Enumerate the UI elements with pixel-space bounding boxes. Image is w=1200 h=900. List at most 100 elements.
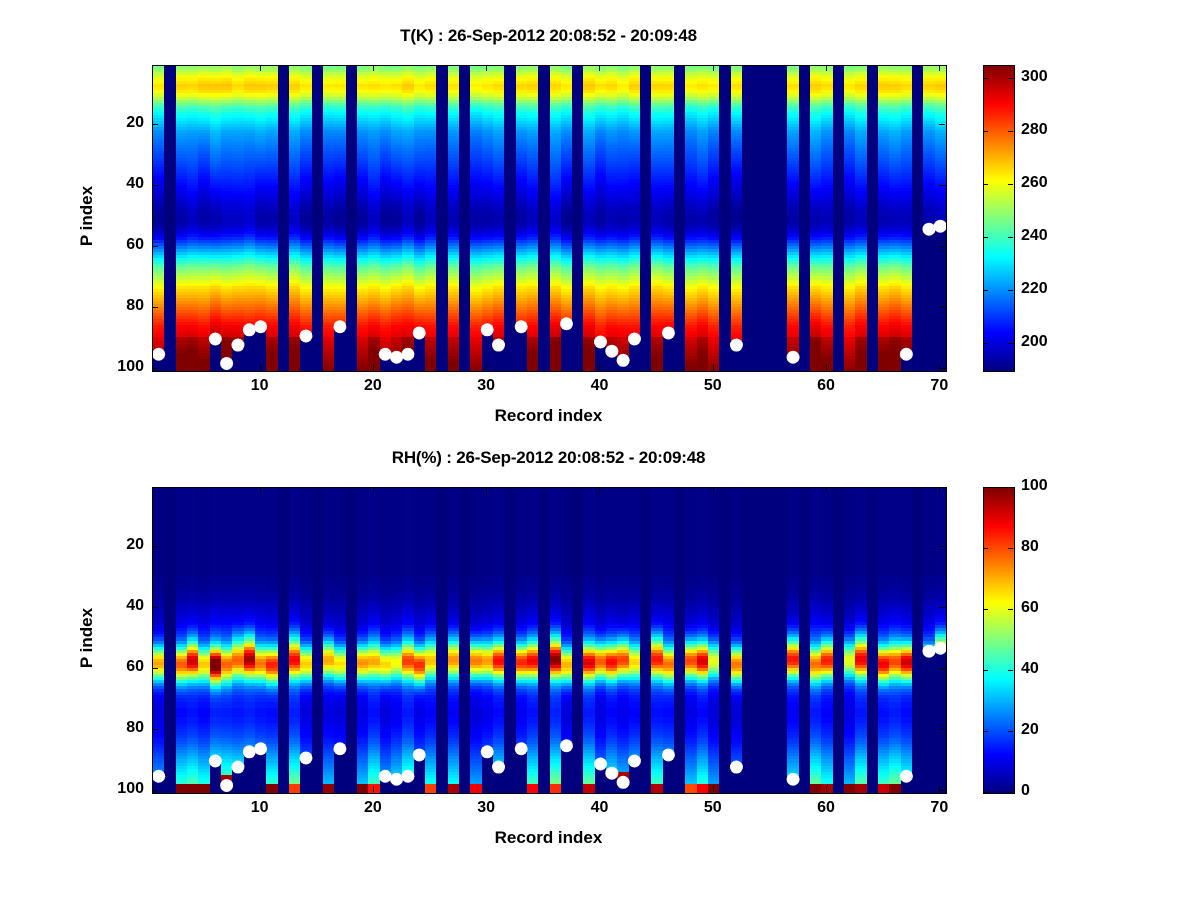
y-tick-mark <box>939 307 945 309</box>
x-tick-label: 50 <box>703 377 722 394</box>
colorbar-tick-mark <box>1008 731 1013 732</box>
x-tick-mark <box>712 786 714 792</box>
x-tick-label: 60 <box>817 377 835 394</box>
colorbar-tick-mark <box>1008 131 1013 133</box>
x-tick-label: 20 <box>364 799 382 816</box>
colorbar-tick-label: 240 <box>1021 227 1048 245</box>
temperature-y-axis-label: P index <box>77 185 96 246</box>
y-tick-mark <box>152 668 158 670</box>
x-tick-mark <box>826 364 828 370</box>
x-tick-mark <box>599 786 601 792</box>
x-tick-label: 40 <box>590 799 609 816</box>
humidity-plot-title: RH(%) : 26-Sep-2012 20:08:52 - 20:09:48 <box>391 448 706 467</box>
colorbar-tick-mark <box>1008 78 1013 80</box>
y-tick-label: 80 <box>126 719 144 737</box>
x-tick-mark <box>599 65 601 71</box>
y-tick-label: 80 <box>126 297 144 315</box>
x-tick-mark <box>486 65 488 71</box>
y-tick-mark <box>152 368 158 370</box>
temperature-colorbar[interactable] <box>983 65 1015 372</box>
temperature-panel: T(K) : 26-Sep-2012 20:08:52 - 20:09:48 P… <box>77 26 1048 425</box>
x-tick-label: 60 <box>817 799 835 816</box>
x-tick-mark <box>826 487 828 493</box>
x-tick-mark <box>372 487 374 493</box>
y-tick-label: 40 <box>126 175 144 193</box>
x-tick-mark <box>599 487 601 493</box>
x-tick-label: 70 <box>930 377 949 394</box>
x-tick-label: 20 <box>364 377 382 394</box>
colorbar-tick-mark <box>983 731 988 732</box>
x-tick-mark <box>826 786 828 792</box>
y-tick-mark <box>939 607 945 609</box>
x-tick-mark <box>372 786 374 792</box>
colorbar-tick-label: 80 <box>1021 538 1039 555</box>
temperature-axes[interactable] <box>152 65 947 372</box>
y-tick-mark <box>939 668 945 670</box>
x-tick-mark <box>939 786 941 792</box>
x-tick-mark <box>939 65 941 71</box>
y-tick-mark <box>939 124 945 126</box>
y-tick-label: 60 <box>126 658 144 676</box>
colorbar-tick-mark <box>983 609 988 610</box>
colorbar-tick-mark <box>1008 184 1013 186</box>
y-tick-mark <box>939 246 945 248</box>
y-tick-mark <box>939 729 945 731</box>
y-tick-mark <box>152 546 158 548</box>
x-tick-mark <box>599 364 601 370</box>
x-tick-mark <box>486 786 488 792</box>
temperature-x-axis-label: Record index <box>494 406 603 425</box>
x-tick-mark <box>939 487 941 493</box>
colorbar-tick-label: 200 <box>1021 333 1048 351</box>
y-tick-label: 20 <box>126 536 144 554</box>
colorbar-tick-label: 60 <box>1021 599 1039 616</box>
colorbar-tick-mark <box>1008 670 1013 671</box>
x-tick-label: 10 <box>250 799 269 816</box>
x-tick-mark <box>712 364 714 370</box>
y-tick-mark <box>152 185 158 187</box>
temperature-heatmap[interactable] <box>153 66 946 371</box>
colorbar-tick-mark <box>1008 548 1013 549</box>
y-tick-label: 60 <box>126 236 144 254</box>
colorbar-tick-label: 300 <box>1021 68 1048 86</box>
y-tick-mark <box>152 607 158 609</box>
y-tick-mark <box>152 790 158 792</box>
x-tick-label: 40 <box>590 377 609 394</box>
humidity-colorbar[interactable] <box>983 487 1015 794</box>
colorbar-tick-label: 0 <box>1021 782 1030 799</box>
y-tick-mark <box>152 246 158 248</box>
humidity-heatmap[interactable] <box>153 488 946 793</box>
y-tick-mark <box>939 790 945 792</box>
y-tick-label: 20 <box>126 114 144 132</box>
colorbar-tick-mark <box>1008 343 1013 345</box>
x-tick-mark <box>486 487 488 493</box>
x-tick-mark <box>372 364 374 370</box>
colorbar-tick-label: 20 <box>1021 721 1039 738</box>
humidity-axes[interactable] <box>152 487 947 794</box>
humidity-y-axis-label: P index <box>77 607 96 668</box>
colorbar-tick-mark <box>983 487 988 488</box>
humidity-colorbar-gradient <box>984 488 1014 793</box>
x-tick-mark <box>712 487 714 493</box>
colorbar-tick-mark <box>983 131 988 133</box>
colorbar-tick-mark <box>983 237 988 239</box>
x-tick-mark <box>259 65 261 71</box>
x-tick-label: 10 <box>250 377 269 394</box>
humidity-x-axis-label: Record index <box>494 828 603 847</box>
temperature-plot-title: T(K) : 26-Sep-2012 20:08:52 - 20:09:48 <box>400 26 697 45</box>
x-tick-mark <box>372 65 374 71</box>
colorbar-tick-label: 220 <box>1021 280 1048 298</box>
colorbar-tick-mark <box>1008 237 1013 239</box>
x-tick-label: 30 <box>477 799 496 816</box>
colorbar-tick-label: 280 <box>1021 121 1048 139</box>
x-tick-label: 50 <box>703 799 722 816</box>
x-tick-mark <box>826 65 828 71</box>
colorbar-tick-mark <box>983 184 988 186</box>
y-tick-mark <box>939 185 945 187</box>
y-tick-mark <box>152 307 158 309</box>
x-tick-label: 30 <box>477 377 496 394</box>
x-tick-mark <box>259 364 261 370</box>
x-tick-mark <box>259 487 261 493</box>
colorbar-tick-mark <box>983 290 988 292</box>
colorbar-tick-mark <box>983 78 988 80</box>
